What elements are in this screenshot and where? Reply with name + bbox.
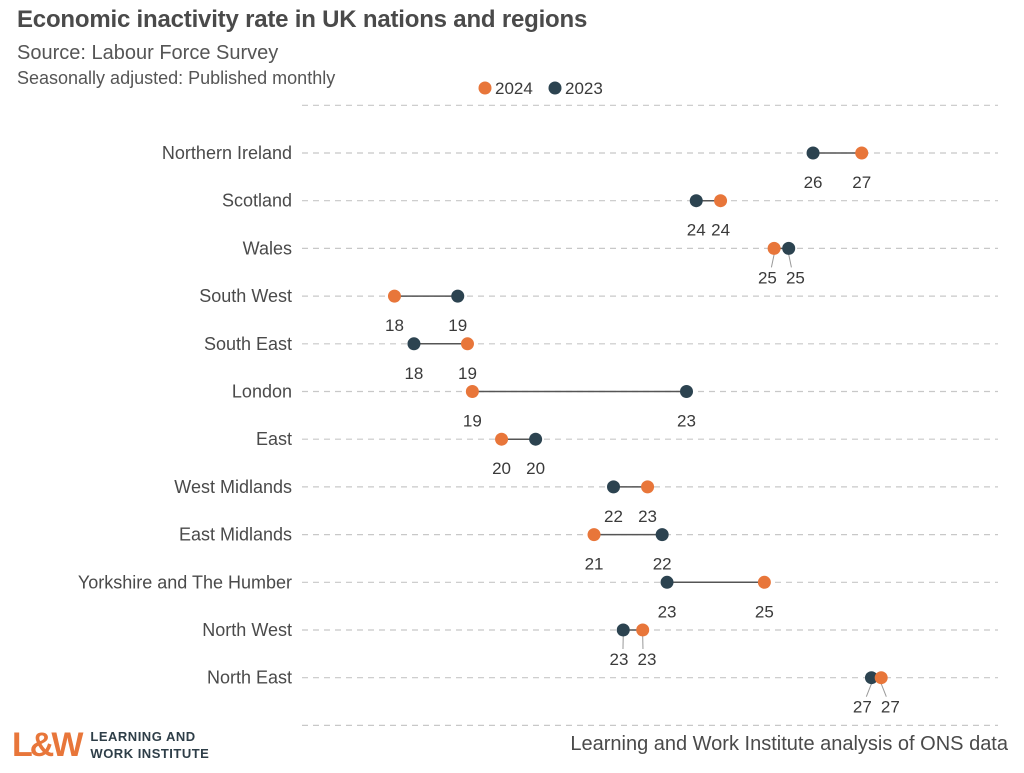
point-2023 xyxy=(655,528,669,542)
data-label-2023: 24 xyxy=(687,221,706,240)
legend-label-2024: 2024 xyxy=(495,79,533,98)
category-label: Wales xyxy=(243,238,292,258)
data-label-2023: 22 xyxy=(653,555,672,574)
point-2023 xyxy=(782,241,796,255)
data-label-2023: 20 xyxy=(526,459,545,478)
category-label: East Midlands xyxy=(179,525,292,545)
logo-line-1: LEARNING AND xyxy=(90,729,196,744)
point-2024 xyxy=(714,194,728,208)
point-2023 xyxy=(680,385,694,398)
point-2024 xyxy=(757,575,771,589)
data-label-2024: 23 xyxy=(638,650,657,669)
legend-marker-2024 xyxy=(478,81,492,95)
legend-marker-2023 xyxy=(548,81,562,95)
point-2023 xyxy=(806,146,820,160)
data-label-2023: 18 xyxy=(404,364,423,383)
data-label-2024: 27 xyxy=(881,698,900,717)
category-label: South East xyxy=(204,334,292,354)
label-leader xyxy=(770,254,775,268)
category-label: North West xyxy=(202,620,292,640)
logo-mark: L&W xyxy=(12,726,83,764)
data-label-2024: 19 xyxy=(463,412,482,431)
label-leader xyxy=(880,683,887,697)
category-label: Northern Ireland xyxy=(162,143,292,163)
point-2023 xyxy=(616,623,630,637)
chart-subtitle: Source: Labour Force Survey xyxy=(17,42,279,64)
point-2024 xyxy=(641,480,655,494)
data-label-2023: 22 xyxy=(604,507,623,526)
point-2023 xyxy=(864,671,878,685)
data-label-2023: 26 xyxy=(804,173,823,192)
data-label-2023: 23 xyxy=(610,650,629,669)
point-2024 xyxy=(460,337,474,351)
category-label: West Midlands xyxy=(174,477,292,497)
data-label-2024: 25 xyxy=(758,268,777,287)
logo-line-2: WORK INSTITUTE xyxy=(90,746,210,761)
logo-text: LEARNING AND WORK INSTITUTE xyxy=(90,728,209,762)
data-label-2024: 24 xyxy=(711,221,730,240)
point-2023 xyxy=(689,194,703,208)
footer-source: Learning and Work Institute analysis of … xyxy=(570,733,1008,755)
chart-note: Seasonally adjusted: Published monthly xyxy=(17,68,336,88)
point-2024 xyxy=(855,146,869,160)
data-label-2024: 27 xyxy=(852,173,871,192)
point-2023 xyxy=(606,480,620,494)
data-label-2023: 19 xyxy=(448,316,467,335)
point-2024 xyxy=(767,241,781,255)
category-label: Yorkshire and The Humber xyxy=(78,572,292,592)
point-2023 xyxy=(451,289,465,303)
data-label-2024: 20 xyxy=(492,459,511,478)
data-label-2023: 27 xyxy=(853,698,872,717)
point-2023 xyxy=(407,337,421,351)
chart-title: Economic inactivity rate in UK nations a… xyxy=(17,6,588,33)
data-label-2024: 19 xyxy=(458,364,477,383)
data-label-2023: 23 xyxy=(677,412,696,431)
point-2023 xyxy=(529,432,543,446)
data-label-2023: 25 xyxy=(786,268,805,287)
point-2024 xyxy=(636,623,650,637)
data-label-2024: 25 xyxy=(755,602,774,621)
category-label: South West xyxy=(199,286,292,306)
category-label: Scotland xyxy=(222,191,292,211)
data-label-2024: 23 xyxy=(638,507,657,526)
point-2024 xyxy=(465,385,479,398)
data-label-2023: 23 xyxy=(658,602,677,621)
label-leader xyxy=(865,683,872,697)
legend-label-2023: 2023 xyxy=(565,79,603,98)
point-2024 xyxy=(874,671,888,685)
category-label: North East xyxy=(207,668,292,688)
point-2023 xyxy=(660,575,674,589)
point-2024 xyxy=(387,289,401,303)
category-label: East xyxy=(256,429,292,449)
category-label: London xyxy=(232,382,292,402)
data-label-2024: 18 xyxy=(385,316,404,335)
data-label-2024: 21 xyxy=(585,555,604,574)
label-leader xyxy=(788,254,792,268)
point-2024 xyxy=(495,432,509,446)
logo: L&W LEARNING AND WORK INSTITUTE xyxy=(12,728,209,762)
point-2024 xyxy=(587,528,601,542)
